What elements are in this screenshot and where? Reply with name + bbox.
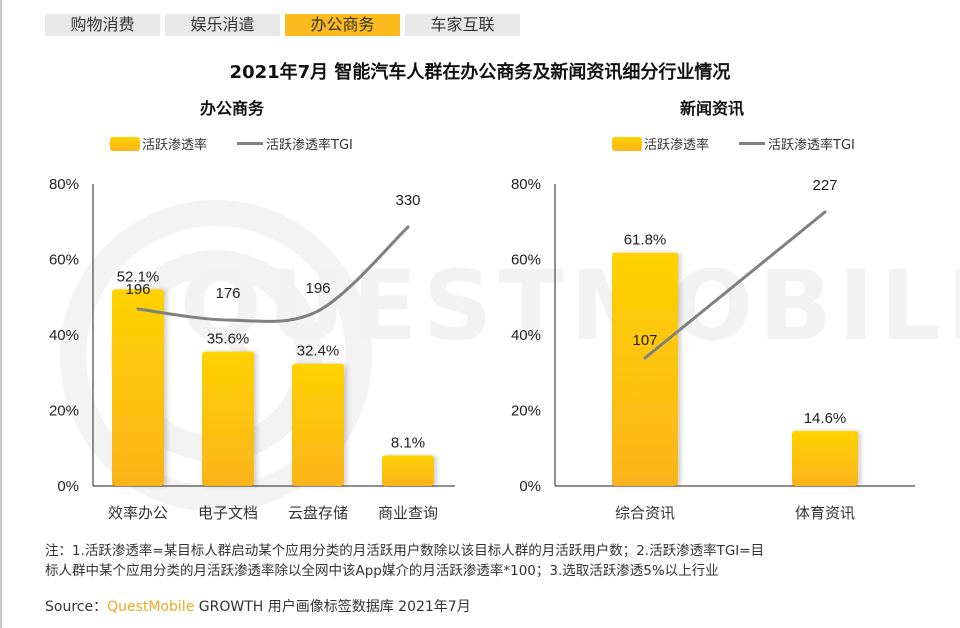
footnote: 注：1.活跃渗透率=某目标人群启动某个应用分类的月活跃用户数除以该目标人群的月活… [45,541,905,581]
bar-value-label: 35.6% [207,331,250,348]
legend-bar-swatch [110,136,140,151]
legend-news: 活跃渗透率 活跃渗透率TGI [612,134,855,153]
x-category-label: 效率办公 [108,505,168,522]
y-tick-label: 60% [49,252,79,269]
source-prefix: Source： [45,599,108,615]
bar [612,252,678,486]
bar-value-label: 14.6% [804,410,847,427]
bar-value-label: 52.1% [117,268,160,285]
watermark-text: QUESTMOBILE [180,250,960,362]
x-category-label: 电子文档 [198,505,258,522]
source-line: Source：QuestMobile GROWTH 用户画像标签数据库 2021… [45,596,471,616]
legend-line-swatch [237,142,264,145]
y-tick-label: 80% [49,176,79,193]
footnote-line-1: 注：1.活跃渗透率=某目标人群启动某个应用分类的月活跃用户数除以该目标人群的月活… [45,543,765,559]
bar-value-label: 8.1% [391,434,425,451]
legend-bar-label: 活跃渗透率 [142,138,208,153]
legend-line-label: 活跃渗透率TGI [768,138,855,153]
source-brand: QuestMobile [107,599,195,615]
tgi-line [136,225,410,323]
tgi-value-label: 176 [215,285,240,302]
y-tick-label: 40% [49,327,79,344]
x-category-label: 商业查询 [378,505,438,522]
chart-title-office: 办公商务 [200,99,265,118]
category-tabs: 购物消费 娱乐消遣 办公商务 车家互联 [45,14,520,36]
chart-main-title: 2021年7月 智能汽车人群在办公商务及新闻资讯细分行业情况 [229,62,731,83]
chart-title-news: 新闻资讯 [680,99,745,118]
legend-bar-label: 活跃渗透率 [644,138,710,153]
y-tick-label: 20% [49,403,79,420]
y-tick-label: 0% [57,478,79,495]
footnote-line-2: 标人群中某个应用分类的月活跃渗透率除以全网中该App媒介的月活跃渗透率*100；… [45,563,719,579]
y-tick-label: 0% [519,478,541,495]
bar [112,289,164,486]
y-tick-label: 20% [511,403,541,420]
tgi-line [643,210,827,360]
y-tick-label: 80% [511,176,541,193]
source-suffix: GROWTH 用户画像标签数据库 2021年7月 [194,599,471,615]
x-category-label: 云盘存储 [288,504,348,522]
tgi-value-label: 227 [812,177,837,194]
bar [792,430,858,486]
bar [382,455,434,486]
legend-bar-swatch [612,136,642,151]
bar-value-label: 32.4% [297,343,340,360]
tab-car-home[interactable]: 车家互联 [405,14,520,36]
x-category-label: 体育资讯 [795,505,855,522]
tgi-value-label: 196 [125,281,150,298]
y-tick-label: 40% [511,327,541,344]
tab-entertainment[interactable]: 娱乐消遣 [165,14,280,36]
legend-office: 活跃渗透率 活跃渗透率TGI [110,134,353,153]
legend-line-swatch [739,142,766,145]
bar [202,351,254,486]
y-tick-label: 60% [511,252,541,269]
legend-line-label: 活跃渗透率TGI [266,138,353,153]
bar [292,363,344,486]
frame-border [0,0,2,628]
x-category-label: 综合资讯 [615,505,675,522]
tab-office-business[interactable]: 办公商务 [285,14,400,36]
tgi-value-label: 107 [632,332,657,349]
tgi-value-label: 330 [395,192,420,209]
tab-shopping[interactable]: 购物消费 [45,14,160,36]
bar-value-label: 61.8% [624,232,667,249]
tgi-value-label: 196 [305,280,330,297]
